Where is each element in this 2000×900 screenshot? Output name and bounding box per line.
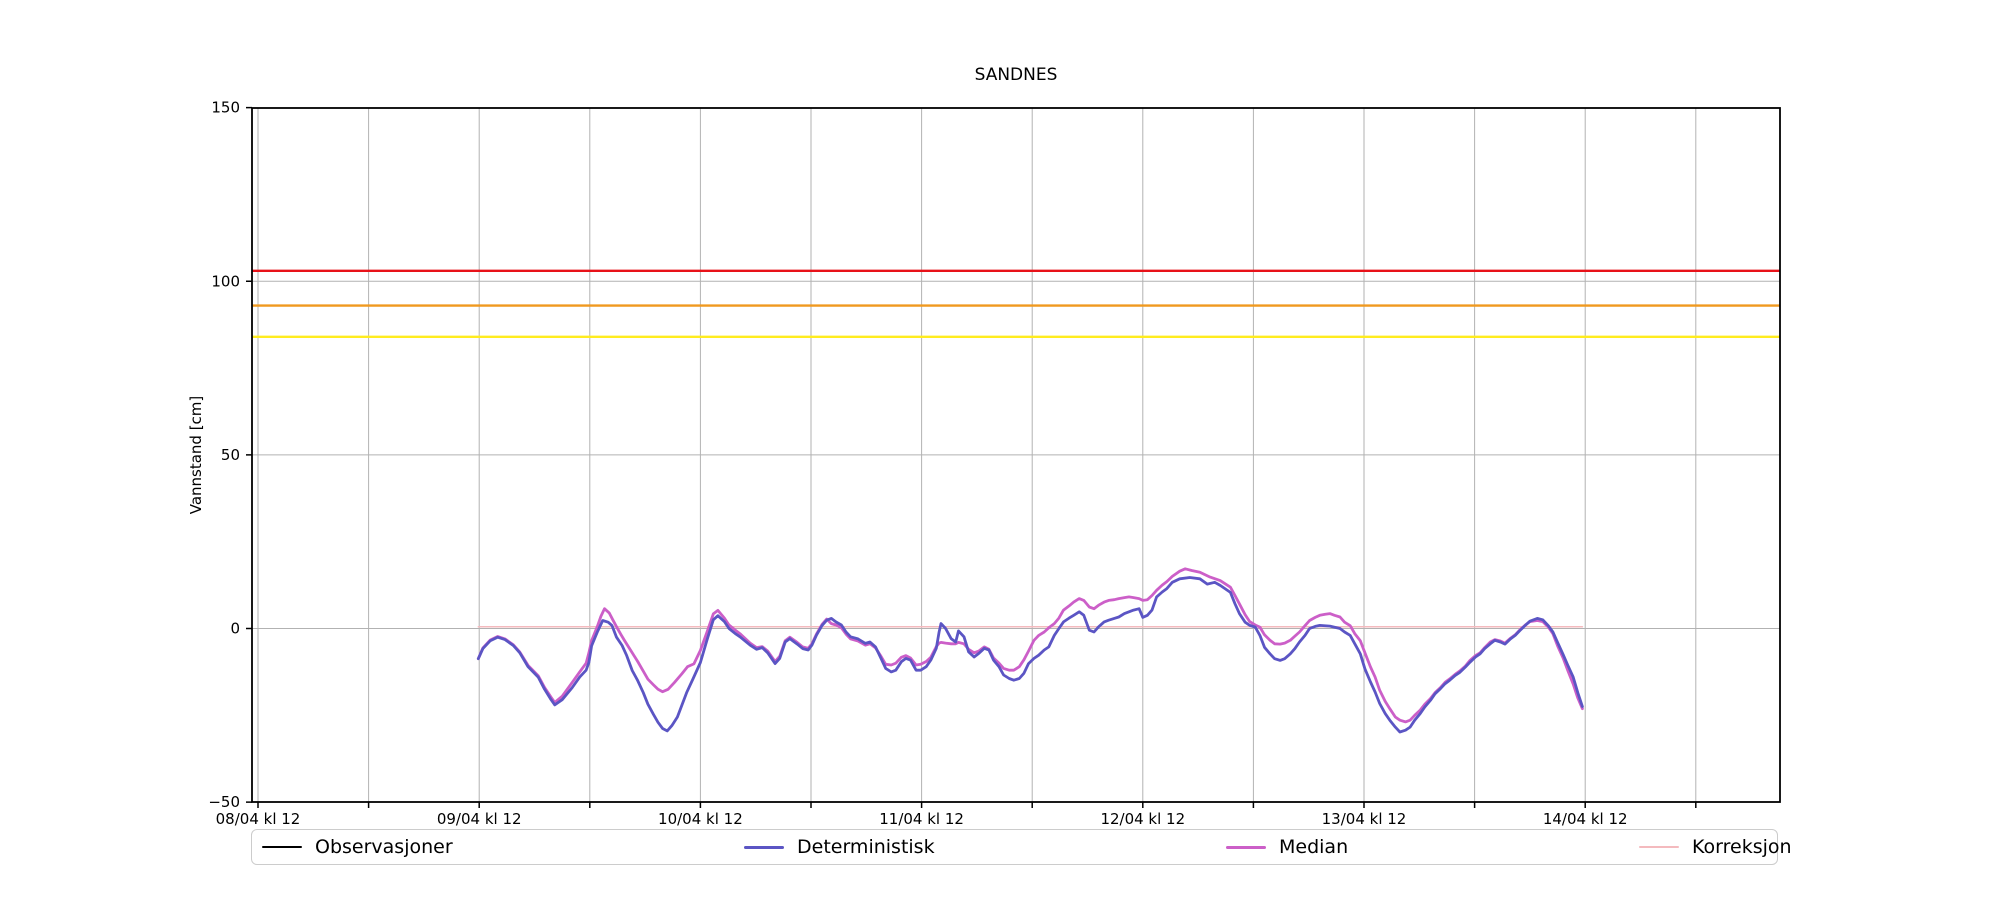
korreksjon-line-swatch — [1639, 846, 1679, 848]
x-tick-label: 11/04 kl 12 — [879, 810, 964, 828]
y-tick-label: 50 — [221, 446, 240, 464]
legend-item-korreksjon: Korreksjon — [1639, 830, 1792, 864]
x-axis-ticks: 08/04 kl 12 09/04 kl 12 10/04 kl 12 11/04 k… — [216, 802, 1697, 828]
y-tick-label: 150 — [211, 99, 240, 117]
deterministisk-line-swatch — [744, 845, 784, 849]
x-tick-label: 10/04 kl 12 — [658, 810, 743, 828]
x-tick-label: 09/04 kl 12 — [437, 810, 522, 828]
median-line — [476, 567, 1584, 724]
legend-label: Korreksjon — [1692, 836, 1792, 858]
legend-item-deterministisk: Deterministisk — [744, 830, 935, 864]
y-axis-ticks: 150 100 50 0 −50 — [208, 99, 252, 811]
legend-box: Observasjoner Deterministisk Median Korr… — [251, 829, 1792, 865]
legend-label: Median — [1279, 836, 1349, 858]
y-tick-label: −50 — [208, 793, 240, 811]
chart-title: SANDNES — [974, 65, 1058, 85]
x-tick-label: 13/04 kl 12 — [1322, 810, 1407, 828]
legend-item-median: Median — [1226, 830, 1348, 864]
x-tick-label: 14/04 kl 12 — [1543, 810, 1628, 828]
median-line-swatch — [1226, 845, 1266, 849]
legend-label: Observasjoner — [315, 836, 453, 858]
deterministisk-line — [476, 576, 1584, 734]
x-tick-label: 12/04 kl 12 — [1100, 810, 1185, 828]
legend-label: Deterministisk — [797, 836, 935, 858]
gridlines — [252, 108, 1780, 802]
y-tick-label: 0 — [230, 620, 240, 638]
x-tick-label: 08/04 kl 12 — [216, 810, 301, 828]
y-tick-label: 100 — [211, 272, 240, 290]
threshold-lines — [252, 269, 1780, 339]
legend-item-observasjoner: Observasjoner — [262, 830, 453, 864]
observasjoner-line-swatch — [262, 845, 302, 849]
